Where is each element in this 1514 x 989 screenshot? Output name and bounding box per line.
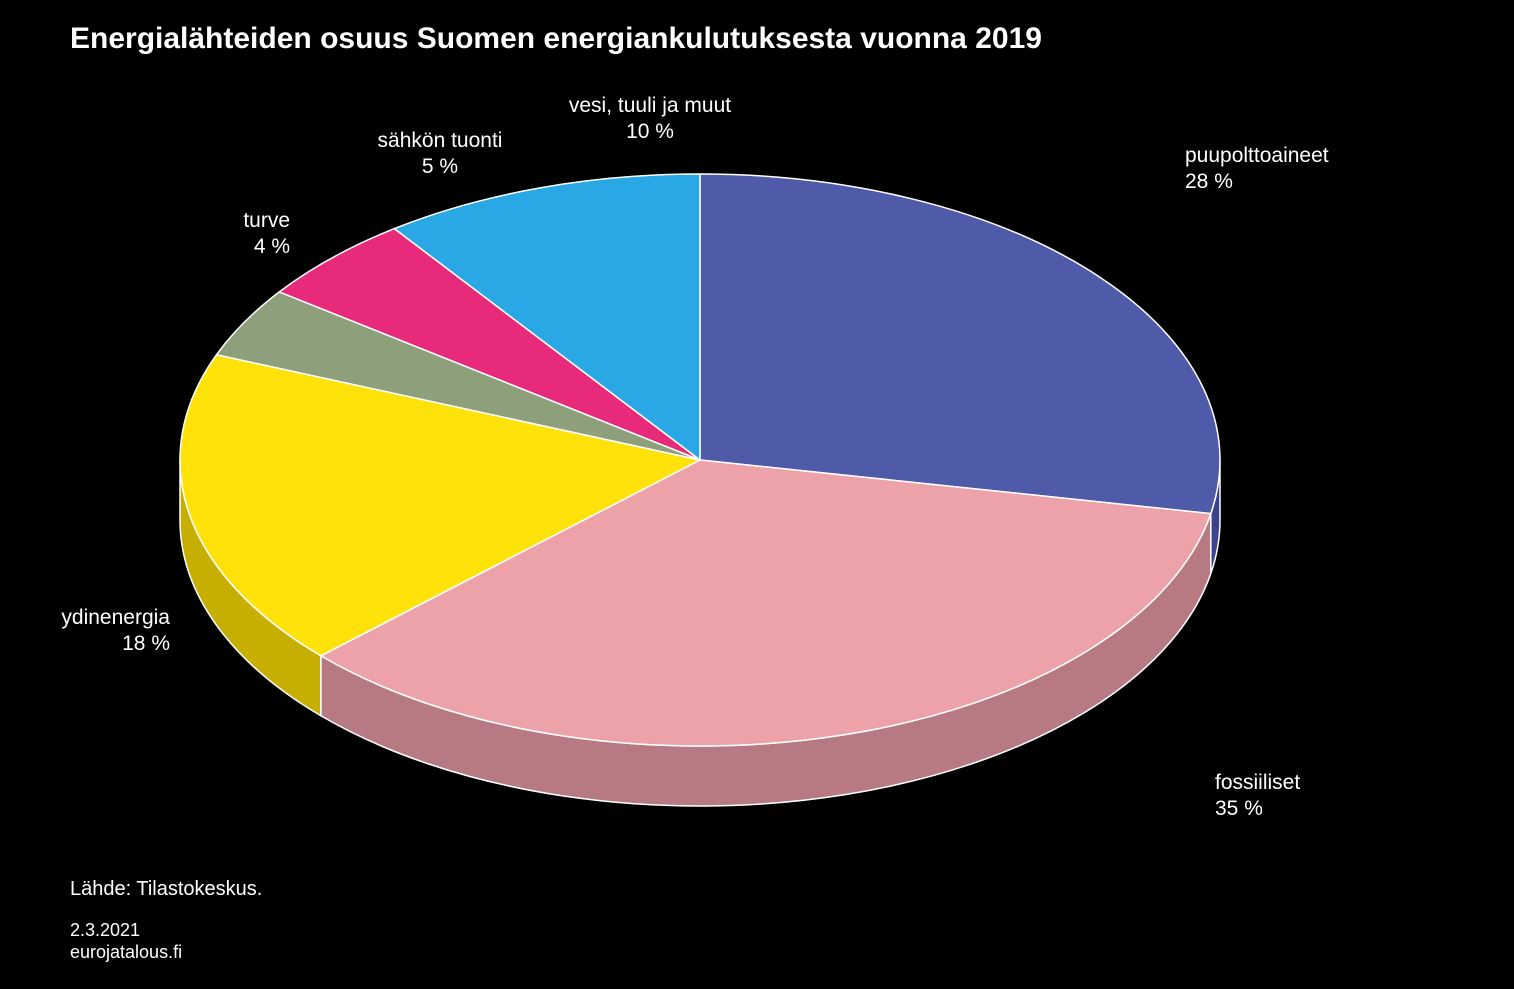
slice-label: puupolttoaineet28 % (1185, 143, 1329, 196)
slice-label-name: puupolttoaineet (1185, 144, 1329, 167)
source-text: Lähde: Tilastokeskus. (70, 878, 262, 901)
slice-label-name: vesi, tuuli ja muut (569, 94, 731, 117)
pie-chart-3d (80, 80, 1430, 880)
date-text: 2.3.2021 (70, 920, 140, 941)
slice-label: turve4 % (130, 208, 290, 261)
pie-slice (700, 174, 1220, 514)
slice-label-pct: 5 % (330, 154, 550, 180)
slice-label: fossiiliset35 % (1215, 770, 1300, 823)
slice-label-name: turve (243, 209, 290, 232)
slice-label: vesi, tuuli ja muut10 % (540, 93, 760, 146)
slice-label-pct: 10 % (540, 119, 760, 145)
slice-label-name: sähkön tuonti (378, 129, 503, 152)
slice-label-pct: 35 % (1215, 796, 1300, 822)
slice-label-pct: 18 % (10, 631, 170, 657)
slice-label-pct: 28 % (1185, 169, 1329, 195)
slice-label-pct: 4 % (130, 234, 290, 260)
chart-title: Energialähteiden osuus Suomen energianku… (70, 22, 1042, 56)
slice-label-name: ydinenergia (61, 606, 170, 629)
slice-label: ydinenergia18 % (10, 605, 170, 658)
slice-label-name: fossiiliset (1215, 771, 1300, 794)
site-text: eurojatalous.fi (70, 942, 182, 963)
chart-container: { "title": "Energialähteiden osuus Suome… (0, 0, 1514, 989)
slice-label: sähkön tuonti5 % (330, 128, 550, 181)
